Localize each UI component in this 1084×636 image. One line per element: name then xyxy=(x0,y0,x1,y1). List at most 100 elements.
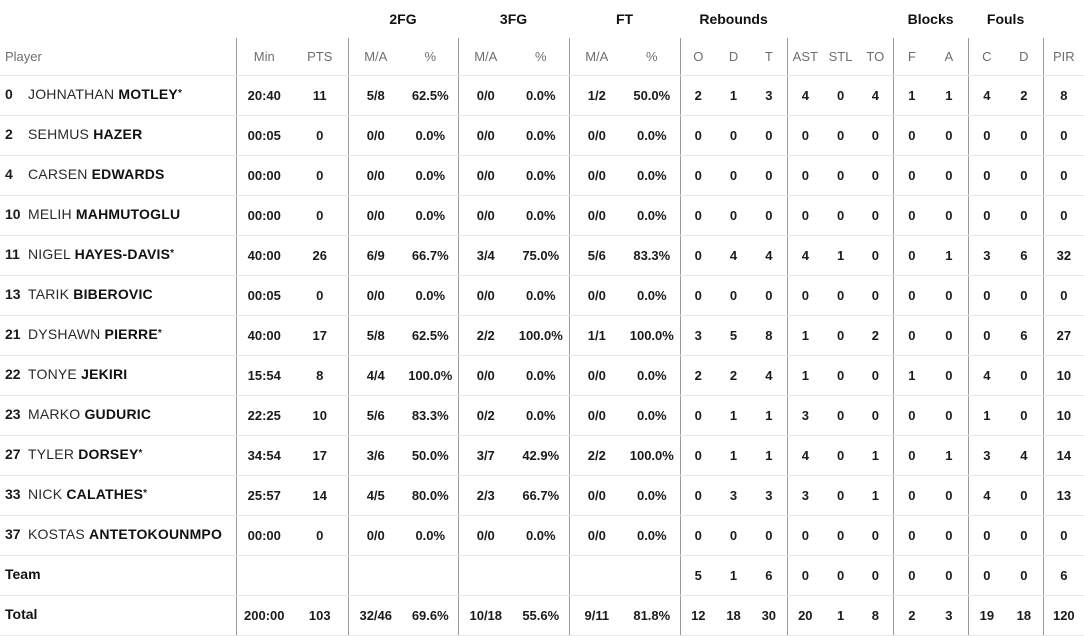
stat-cell-fg2_pct: 0.0% xyxy=(403,195,459,236)
stat-cell-reb_o: 0 xyxy=(679,235,717,276)
stat-cell-blk_a: 0 xyxy=(930,395,969,436)
stat-cell-blk_f: 1 xyxy=(892,75,931,116)
stat-cell-blk_f: 2 xyxy=(892,595,931,636)
stat-cell-ft_ma: 0/0 xyxy=(568,115,625,156)
stat-cell-pir: 10 xyxy=(1042,355,1084,396)
stat-cell-pts: 0 xyxy=(292,115,348,156)
stat-cell-reb_d: 2 xyxy=(716,355,752,396)
group-header-blocks: Blocks xyxy=(907,11,954,27)
stat-cell-min: 22:25 xyxy=(235,395,292,436)
stat-cell-ast: 20 xyxy=(786,595,824,636)
stat-cell-ft_pct: 83.3% xyxy=(624,235,681,276)
player-row: 0 JOHNATHAN MOTLEY* 20:40 11 5/8 62.5% 0/0 0.0%… xyxy=(0,75,1084,116)
stat-cell-blk_a: 0 xyxy=(930,515,969,556)
stat-cell-reb_d: 1 xyxy=(716,75,752,116)
player-row: 11 NIGEL HAYES-DAVIS* 40:00 26 6/9 66.7% 3/4 75… xyxy=(0,235,1084,276)
stat-cell-foul_d: 6 xyxy=(1005,315,1044,356)
stat-cell-fg3_pct: 0.0% xyxy=(513,75,570,116)
stat-cell-foul_d: 6 xyxy=(1005,235,1044,276)
stat-cell-reb_d: 0 xyxy=(716,155,752,196)
player-name-cell: 22 TONYE JEKIRI xyxy=(0,355,236,396)
group-header-spacer xyxy=(1043,0,1084,38)
stat-cell-foul_c: 19 xyxy=(967,595,1006,636)
column-header-reb-t: T xyxy=(751,38,788,76)
starter-mark: * xyxy=(138,448,143,459)
stat-cell-blk_f: 0 xyxy=(892,315,931,356)
player-name-cell: 21 DYSHAWN PIERRE* xyxy=(0,315,236,356)
stat-cell-ft_ma: 0/0 xyxy=(568,155,625,196)
column-header-stl: STL xyxy=(823,38,859,76)
stat-cell-blk_f: 0 xyxy=(892,555,931,596)
stat-cell-fg2_ma: 0/0 xyxy=(347,155,403,196)
stat-cell-min: 00:05 xyxy=(235,275,292,316)
stat-cell-fg3_ma: 0/2 xyxy=(457,395,514,436)
stat-cell-min: 00:00 xyxy=(235,515,292,556)
stat-cell-min: 20:40 xyxy=(235,75,292,116)
group-header-rebounds: Rebounds xyxy=(699,11,768,27)
stat-cell-foul_c: 0 xyxy=(967,195,1006,236)
stat-cell-foul_d: 0 xyxy=(1005,115,1044,156)
stat-cell-ft_pct: 0.0% xyxy=(624,195,681,236)
stat-cell-reb_d: 1 xyxy=(716,395,752,436)
stat-cell-to: 0 xyxy=(858,355,894,396)
stat-cell-ft_pct: 50.0% xyxy=(624,75,681,116)
stat-cell-to: 0 xyxy=(858,555,894,596)
stat-cell-reb_d: 0 xyxy=(716,115,752,156)
stat-cell-fg2_ma: 0/0 xyxy=(347,515,403,556)
stat-cell-fg3_ma: 2/2 xyxy=(457,315,514,356)
stat-cell-reb_o: 0 xyxy=(679,395,717,436)
player-number: 2 xyxy=(5,126,13,142)
stat-cell-pir: 10 xyxy=(1042,395,1084,436)
stat-cell-pts: 11 xyxy=(292,75,348,116)
stat-cell-fg2_pct: 80.0% xyxy=(403,475,459,516)
stat-cell-reb_o: 0 xyxy=(679,115,717,156)
stat-cell-ft_pct: 0.0% xyxy=(624,355,681,396)
stat-cell-reb_o: 0 xyxy=(679,195,717,236)
stat-cell-fg3_pct: 100.0% xyxy=(513,315,570,356)
stat-cell-to: 0 xyxy=(858,195,894,236)
stat-cell-fg2_ma: 0/0 xyxy=(347,195,403,236)
stat-cell-pir: 6 xyxy=(1042,555,1084,596)
stat-cell-ast: 4 xyxy=(786,75,824,116)
stat-cell-pir: 0 xyxy=(1042,155,1084,196)
stat-cell-to: 0 xyxy=(858,235,894,276)
stat-cell-blk_f: 0 xyxy=(892,155,931,196)
stat-cell-stl: 0 xyxy=(823,515,859,556)
stat-cell-reb_d: 5 xyxy=(716,315,752,356)
stat-cell-reb_t: 3 xyxy=(751,475,788,516)
stat-cell-min: 200:00 xyxy=(235,595,292,636)
stat-cell-fg2_pct: 0.0% xyxy=(403,115,459,156)
stat-cell-fg2_ma: 5/8 xyxy=(347,315,403,356)
column-header-reb-d: D xyxy=(716,38,752,76)
stat-cell-ast: 1 xyxy=(786,315,824,356)
stat-cell-foul_c: 4 xyxy=(967,475,1006,516)
stat-cell-ft_pct: 0.0% xyxy=(624,275,681,316)
stat-cell-blk_f: 0 xyxy=(892,195,931,236)
stat-cell-stl: 0 xyxy=(823,275,859,316)
stat-cell-blk_a: 0 xyxy=(930,155,969,196)
player-number: 10 xyxy=(5,206,21,222)
player-number: 23 xyxy=(5,406,21,422)
stat-cell-reb_t: 0 xyxy=(751,275,788,316)
stat-cell-ft_pct xyxy=(624,555,681,596)
stat-cell-reb_t: 0 xyxy=(751,115,788,156)
column-header-2fg-pct: % xyxy=(403,38,459,76)
stat-cell-fg3_ma: 10/18 xyxy=(457,595,514,636)
stat-cell-pir: 120 xyxy=(1042,595,1084,636)
stat-cell-ast: 4 xyxy=(786,435,824,476)
stat-cell-to: 0 xyxy=(858,155,894,196)
stat-cell-ft_pct: 100.0% xyxy=(624,435,681,476)
stat-cell-reb_d: 4 xyxy=(716,235,752,276)
stat-cell-foul_d: 4 xyxy=(1005,435,1044,476)
stat-cell-reb_d: 0 xyxy=(716,195,752,236)
stat-cell-pir: 0 xyxy=(1042,115,1084,156)
stat-cell-blk_f: 0 xyxy=(892,275,931,316)
stat-cell-fg3_pct: 0.0% xyxy=(513,355,570,396)
stat-cell-foul_c: 0 xyxy=(967,515,1006,556)
stat-cell-fg2_pct: 0.0% xyxy=(403,515,459,556)
stat-cell-reb_d: 0 xyxy=(716,275,752,316)
starter-mark: * xyxy=(177,88,182,99)
stat-cell-foul_d: 0 xyxy=(1005,475,1044,516)
player-number: 33 xyxy=(5,486,21,502)
stat-cell-reb_o: 0 xyxy=(679,155,717,196)
